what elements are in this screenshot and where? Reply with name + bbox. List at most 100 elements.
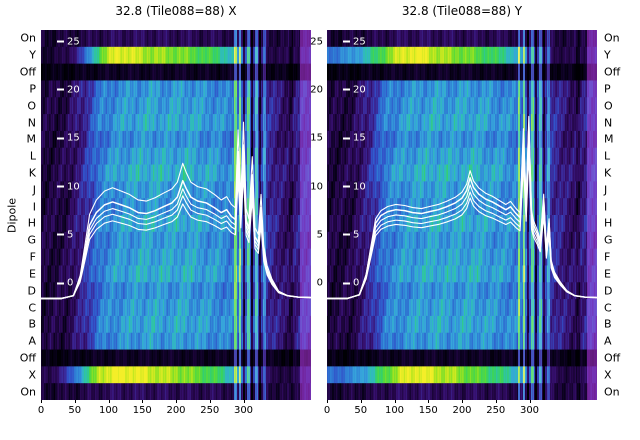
tick-value: 15 (353, 132, 366, 144)
tick-mark (343, 137, 350, 140)
tick-value: 25 (67, 36, 80, 48)
x-tick-label: 100 (384, 405, 405, 416)
overlay-tick-label: 15 (343, 133, 366, 144)
row-label: On (604, 385, 620, 399)
row-label: N (604, 116, 613, 129)
row-label: D (27, 284, 36, 298)
gap-tick-label: 0 (316, 277, 323, 289)
tick-value: 10 (67, 181, 80, 192)
row-label: H (604, 216, 613, 230)
row-label: M (26, 132, 37, 146)
x-tick-mark (327, 400, 328, 403)
gap-tick-label: 5 (316, 229, 323, 241)
x-tick-label: 0 (37, 405, 45, 416)
row-label: Off (604, 351, 621, 365)
x-tick-mark (529, 400, 531, 403)
row-label: C (604, 301, 612, 314)
x-tick-label: 150 (132, 405, 152, 416)
tick-mark (57, 185, 64, 188)
gap-tick-label: 10 (310, 181, 323, 192)
x-tick-label: 300 (519, 405, 540, 416)
row-label: I (604, 200, 608, 214)
row-label: M (604, 132, 614, 146)
row-label: A (604, 334, 612, 348)
row-label: On (20, 31, 36, 45)
row-label: G (604, 233, 613, 247)
row-label: I (32, 200, 36, 214)
tick-value: 0 (353, 277, 360, 289)
row-label: G (27, 233, 36, 247)
row-label: F (29, 250, 36, 264)
x-tick-mark (428, 400, 430, 403)
tick-mark (57, 233, 64, 236)
row-label: O (604, 99, 613, 113)
row-label: Off (19, 65, 36, 79)
tick-mark (57, 40, 64, 43)
tick-value: 10 (353, 181, 366, 192)
row-label: N (27, 116, 36, 129)
heatmap-panel-x (41, 30, 311, 400)
x-tick-label: 50 (68, 405, 82, 416)
row-label: F (604, 250, 611, 264)
x-tick-mark (394, 400, 396, 403)
overlay-tick-label: 15 (57, 133, 80, 144)
tick-value: 5 (353, 229, 360, 241)
tick-mark (57, 137, 64, 140)
tick-mark (57, 282, 64, 285)
overlay-tick-label: 5 (57, 229, 73, 240)
row-label: K (604, 166, 612, 180)
x-tick-mark (74, 400, 76, 403)
overlay-tick-label: 20 (57, 84, 80, 95)
tick-mark (343, 233, 350, 236)
row-label: L (604, 149, 611, 163)
x-tick-label: 0 (323, 405, 331, 416)
row-label: Y (29, 48, 36, 62)
row-label: X (28, 368, 36, 382)
row-label: K (28, 166, 36, 180)
x-tick-mark (108, 400, 110, 403)
overlay-tick-label: 10 (343, 181, 366, 192)
row-label: L (29, 149, 36, 163)
row-label: Off (604, 65, 621, 79)
gap-tick-label: 15 (310, 132, 323, 144)
panel-y-title: 32.8 (Tile088=88) Y (401, 4, 523, 18)
row-label: C (28, 301, 36, 314)
row-label: On (604, 31, 620, 45)
tick-mark (343, 282, 350, 285)
x-tick-mark (176, 400, 177, 403)
x-tick-mark (142, 400, 144, 403)
overlay-tick-label: 5 (343, 229, 359, 240)
x-tick-label: 100 (98, 405, 119, 416)
row-label: B (28, 317, 36, 331)
x-tick-label: 250 (486, 405, 506, 416)
x-tick-mark (41, 400, 42, 403)
tick-mark (57, 88, 64, 91)
tick-value: 15 (67, 132, 80, 144)
x-tick-mark (360, 400, 362, 403)
row-label: Off (19, 351, 36, 365)
tick-value: 0 (67, 277, 74, 289)
x-tick-label: 150 (418, 405, 438, 416)
row-label: E (604, 267, 611, 281)
overlay-tick-label: 0 (343, 278, 359, 289)
overlay-tick-label: 0 (57, 278, 73, 289)
row-label: H (27, 216, 36, 230)
row-label: X (604, 368, 612, 382)
x-tick-label: 50 (354, 405, 368, 416)
x-tick-mark (495, 400, 497, 403)
row-label: P (29, 82, 36, 96)
tick-mark (343, 40, 350, 43)
row-label: J (604, 183, 608, 197)
row-label: O (27, 99, 36, 113)
heatmap-panel-y (327, 30, 597, 400)
overlay-tick-label: 25 (343, 36, 366, 47)
row-label: B (604, 317, 612, 331)
tick-value: 5 (67, 229, 74, 241)
x-tick-mark (243, 400, 245, 403)
row-label: On (20, 385, 36, 399)
gap-tick-label: 25 (310, 36, 323, 48)
row-label: A (28, 334, 36, 348)
overlay-tick-label: 20 (343, 84, 366, 95)
panel-x-title: 32.8 (Tile088=88) X (115, 4, 237, 18)
